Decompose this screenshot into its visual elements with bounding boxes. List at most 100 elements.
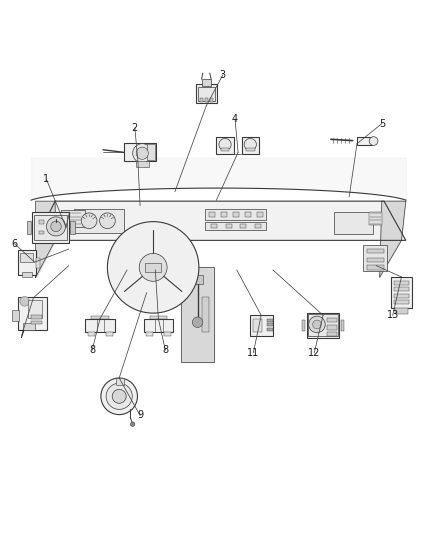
Bar <box>308 314 338 336</box>
Bar <box>205 209 267 220</box>
Circle shape <box>136 147 149 159</box>
Bar <box>28 301 42 318</box>
Text: 5: 5 <box>379 119 385 128</box>
Circle shape <box>20 296 29 306</box>
Circle shape <box>133 144 152 163</box>
Bar <box>35 215 67 240</box>
Text: 1: 1 <box>43 174 49 184</box>
Text: 8: 8 <box>89 345 95 355</box>
Bar <box>327 332 336 336</box>
Bar <box>22 272 31 277</box>
Circle shape <box>219 139 231 151</box>
Bar <box>357 137 372 145</box>
Bar <box>106 332 113 336</box>
Bar <box>395 308 408 313</box>
Bar <box>35 258 40 268</box>
Bar <box>200 98 203 102</box>
Bar <box>147 144 155 159</box>
Bar <box>391 277 412 308</box>
Bar <box>253 319 263 332</box>
Bar <box>27 221 31 234</box>
Bar <box>363 245 387 271</box>
Polygon shape <box>35 201 406 240</box>
Bar <box>369 212 382 225</box>
Bar <box>38 220 44 224</box>
Circle shape <box>46 217 66 236</box>
Bar <box>136 160 149 167</box>
Circle shape <box>312 320 321 329</box>
Bar <box>31 320 42 324</box>
Bar <box>20 253 33 262</box>
Bar <box>225 224 232 228</box>
Text: 4: 4 <box>232 114 238 124</box>
Bar <box>18 249 35 275</box>
Bar <box>216 137 234 154</box>
Circle shape <box>244 139 257 151</box>
Bar <box>85 319 115 332</box>
Bar <box>394 300 409 304</box>
Circle shape <box>101 378 138 415</box>
Bar <box>307 313 340 338</box>
Bar <box>302 320 305 331</box>
Bar <box>164 332 171 336</box>
Polygon shape <box>181 266 214 362</box>
Bar <box>221 212 227 217</box>
Bar <box>196 84 217 103</box>
Bar <box>394 287 409 291</box>
Text: 3: 3 <box>220 70 226 80</box>
Circle shape <box>108 222 199 313</box>
Bar <box>201 297 209 332</box>
Bar <box>245 212 251 217</box>
Bar <box>31 316 42 319</box>
Bar <box>221 148 229 151</box>
Circle shape <box>81 213 97 229</box>
Circle shape <box>112 389 126 403</box>
Text: 12: 12 <box>308 348 320 358</box>
Bar <box>255 224 261 228</box>
Circle shape <box>309 316 325 333</box>
Bar <box>394 294 409 298</box>
Bar <box>367 265 384 270</box>
Circle shape <box>106 383 132 409</box>
Bar <box>88 332 95 336</box>
Bar <box>192 275 203 284</box>
Bar <box>250 315 273 336</box>
Bar <box>267 328 273 331</box>
Bar <box>211 224 217 228</box>
Bar <box>267 323 273 326</box>
Bar <box>23 323 35 330</box>
Text: 11: 11 <box>247 348 260 358</box>
Bar <box>367 258 384 262</box>
Bar <box>145 263 161 272</box>
Circle shape <box>139 253 167 281</box>
Bar <box>341 320 344 331</box>
Bar <box>61 210 84 227</box>
Circle shape <box>51 221 61 232</box>
Bar <box>334 212 373 234</box>
Polygon shape <box>35 201 55 277</box>
Text: 7: 7 <box>18 330 25 341</box>
Bar <box>267 319 273 321</box>
Bar <box>201 79 211 86</box>
Bar <box>74 209 124 233</box>
Text: 6: 6 <box>11 239 17 249</box>
Circle shape <box>192 317 203 327</box>
Text: 9: 9 <box>137 410 143 421</box>
Bar <box>327 318 336 322</box>
Text: 8: 8 <box>162 345 168 355</box>
Bar <box>146 332 153 336</box>
Bar <box>232 212 239 217</box>
Circle shape <box>369 136 378 146</box>
Bar <box>205 222 267 230</box>
Bar <box>205 98 208 102</box>
Bar <box>394 281 409 285</box>
Bar <box>91 316 109 319</box>
Bar <box>12 310 18 321</box>
Bar <box>17 297 47 330</box>
Bar <box>209 212 215 217</box>
Bar <box>246 148 255 151</box>
Bar <box>210 98 213 102</box>
Bar <box>70 221 75 234</box>
Bar <box>242 137 259 154</box>
Bar <box>32 212 69 243</box>
